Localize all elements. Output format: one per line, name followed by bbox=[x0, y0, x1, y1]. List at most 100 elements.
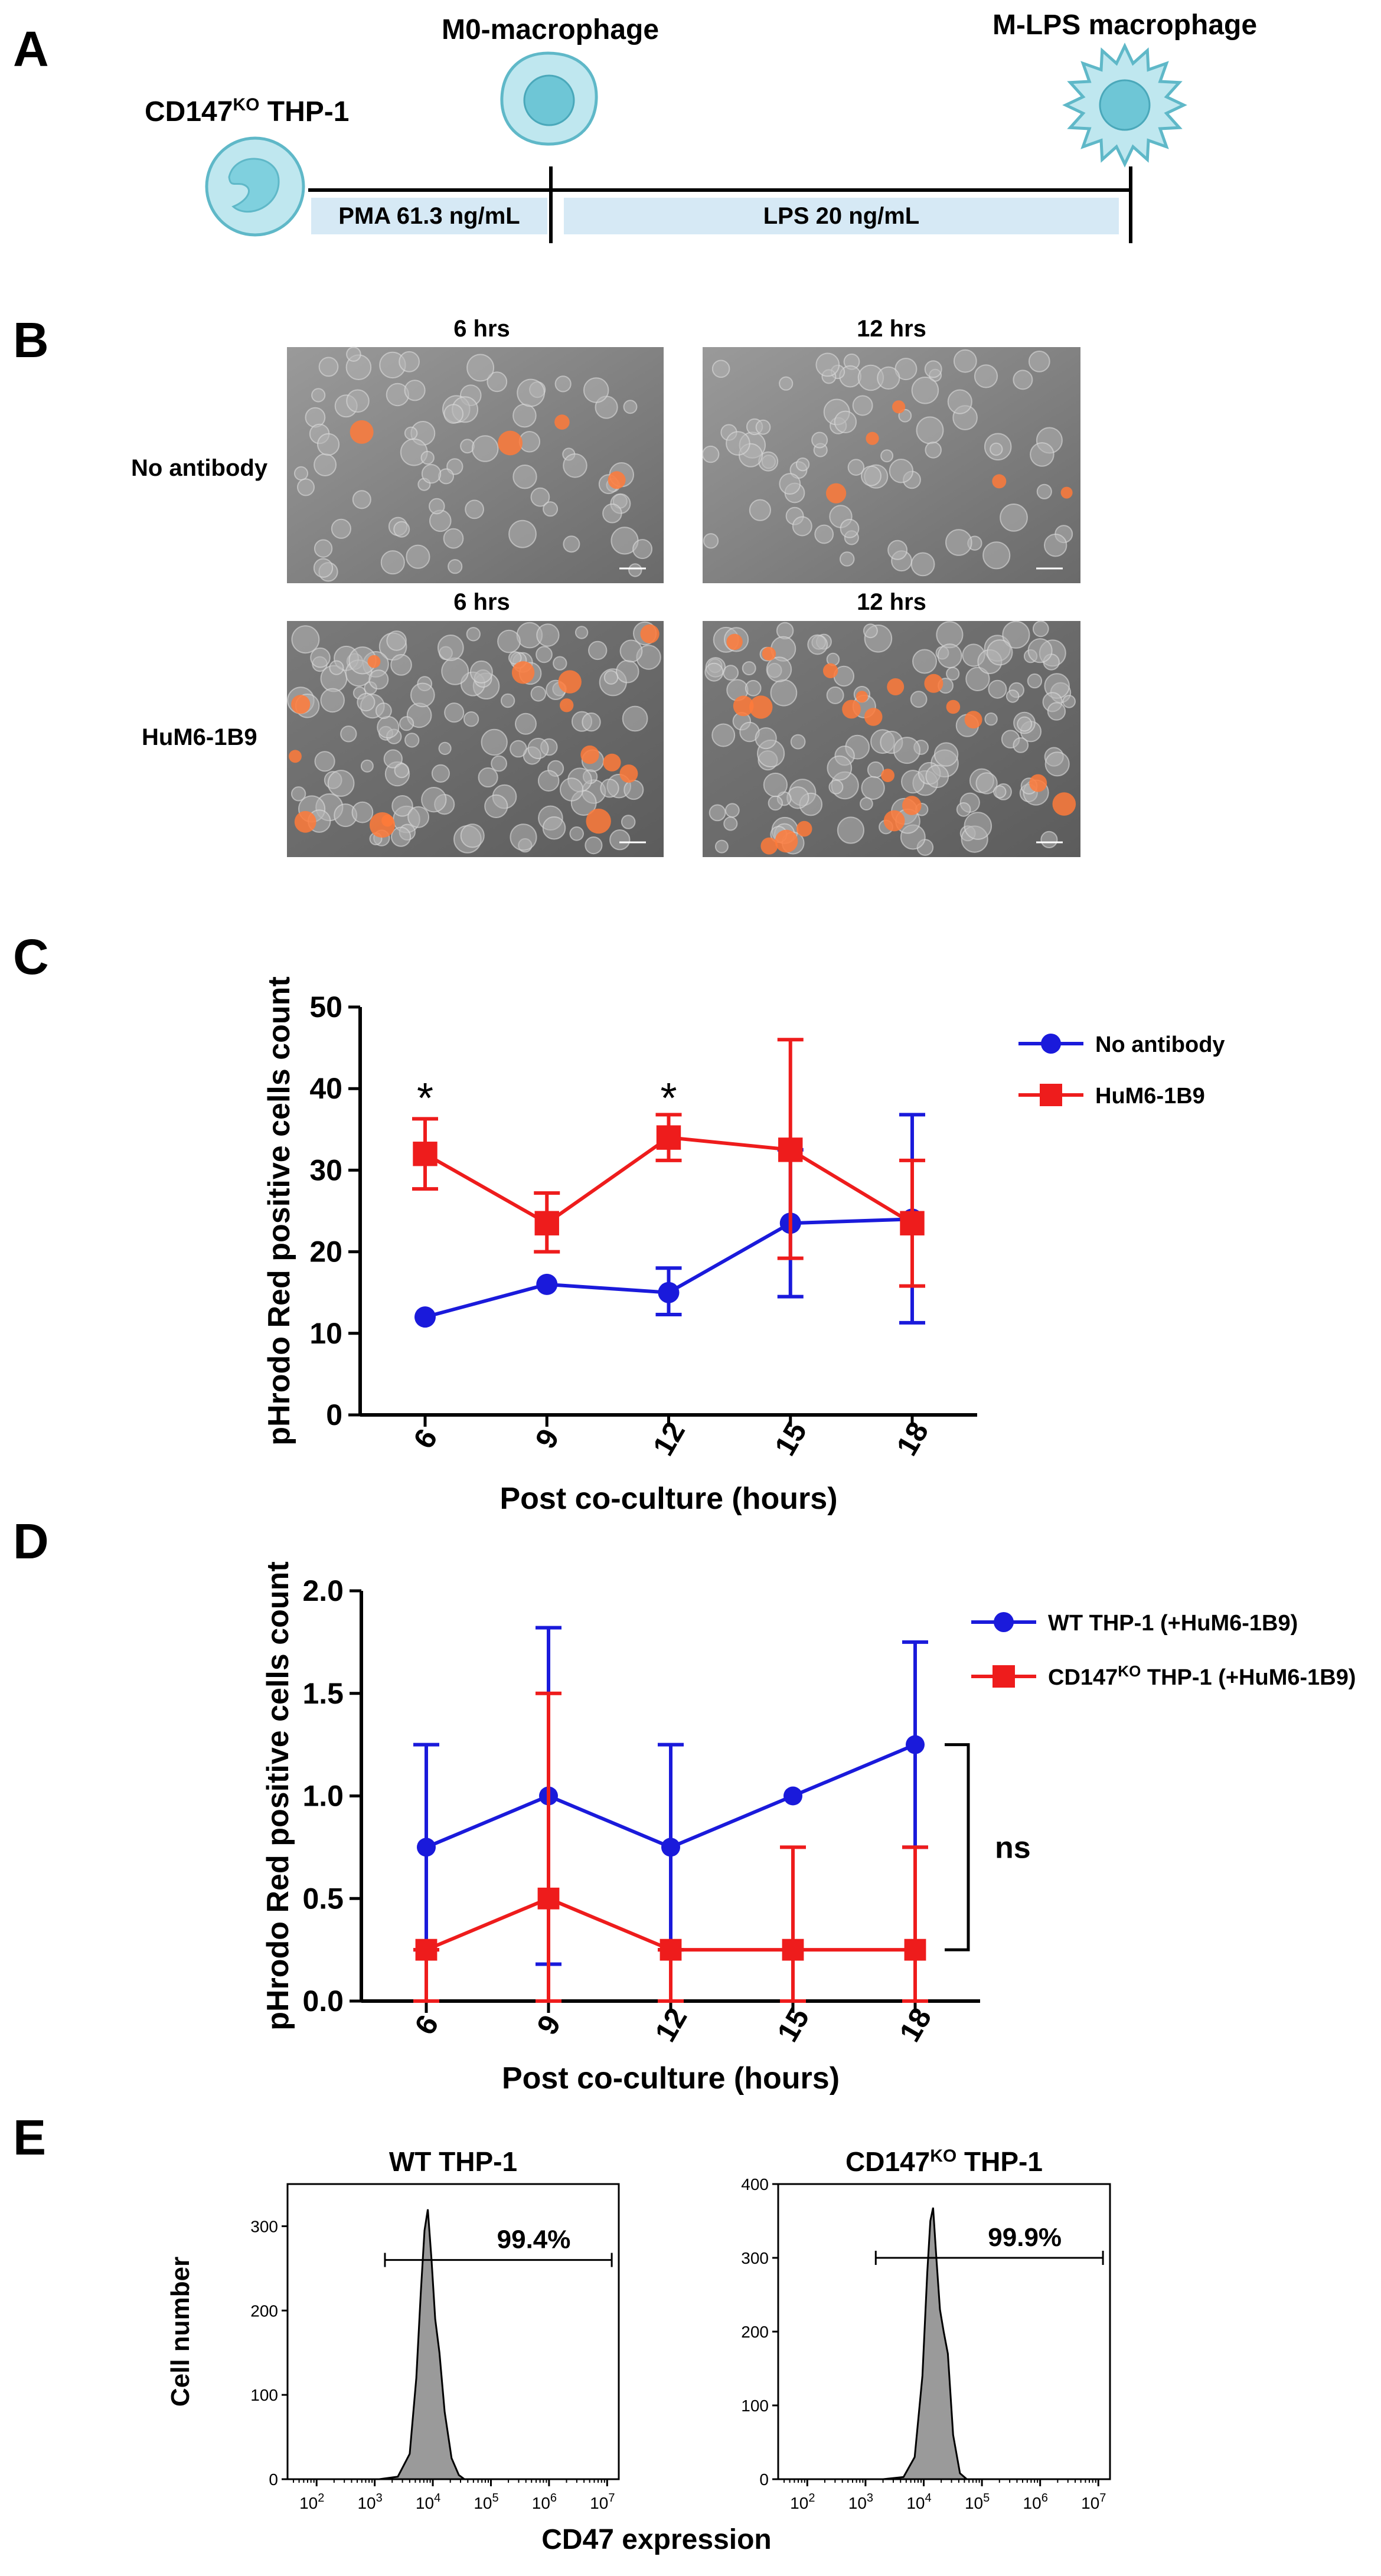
cell bbox=[536, 623, 560, 647]
cell bbox=[293, 466, 309, 481]
cell bbox=[911, 377, 939, 404]
y-tick-label: 100 bbox=[741, 2397, 769, 2415]
y-tick-label: 40 bbox=[309, 1072, 342, 1105]
cell bbox=[380, 550, 405, 575]
cell bbox=[1000, 504, 1028, 532]
data-point bbox=[534, 1211, 559, 1235]
phrodo-signal bbox=[369, 812, 396, 838]
cell bbox=[704, 662, 724, 682]
significance-label: ns bbox=[995, 1830, 1031, 1865]
phrodo-signal bbox=[892, 400, 906, 414]
cell bbox=[893, 737, 920, 764]
y-axis-label: pHrodo Red positive cells count bbox=[262, 976, 296, 1446]
phrodo-signal bbox=[749, 695, 773, 719]
x-tick-label: 102 bbox=[299, 2492, 324, 2512]
x-tick-label: 15 bbox=[768, 1416, 813, 1461]
panel-d: D 0.0 0.5 1.0 1.5 2.0 6 9 12 15 18 Post co-culture… bbox=[13, 1513, 1356, 2096]
cell bbox=[988, 679, 1007, 699]
significance-asterisk: * bbox=[660, 1075, 677, 1122]
x-tick-label: 104 bbox=[416, 2492, 440, 2512]
cell bbox=[438, 468, 454, 485]
cell bbox=[947, 389, 972, 414]
cell bbox=[1013, 737, 1029, 753]
lps-label: LPS 20 ng/mL bbox=[763, 203, 920, 229]
panel-a: A PMA 61.3 ng/mL LPS 20 ng/mL CD147KO TH… bbox=[13, 9, 1257, 243]
cell bbox=[530, 487, 550, 507]
cell bbox=[588, 640, 608, 661]
cell bbox=[828, 779, 844, 795]
y-tick-label: 0.5 bbox=[302, 1882, 344, 1915]
cell bbox=[375, 702, 392, 720]
cell bbox=[508, 651, 522, 665]
cell bbox=[1013, 370, 1033, 390]
row-label-hum6: HuM6-1B9 bbox=[142, 724, 257, 750]
cell bbox=[1040, 831, 1058, 849]
cell bbox=[1002, 620, 1030, 649]
cell bbox=[512, 465, 537, 489]
cell bbox=[602, 503, 622, 524]
phrodo-signal bbox=[775, 829, 798, 853]
cell bbox=[443, 404, 464, 424]
cell bbox=[792, 516, 812, 537]
cell bbox=[790, 734, 806, 750]
cell bbox=[327, 770, 355, 797]
cell bbox=[1062, 695, 1076, 708]
x-tick-label: 105 bbox=[474, 2492, 498, 2512]
cell bbox=[508, 519, 537, 548]
cell bbox=[465, 499, 484, 519]
cell bbox=[766, 656, 792, 682]
cell bbox=[723, 665, 739, 681]
cell bbox=[621, 815, 636, 829]
phrodo-signal bbox=[367, 655, 381, 668]
cell bbox=[603, 670, 619, 685]
data-point bbox=[413, 1142, 438, 1166]
cell bbox=[478, 767, 498, 788]
micrograph-background bbox=[287, 347, 664, 583]
cell bbox=[723, 816, 738, 831]
cell bbox=[297, 478, 315, 496]
phrodo-signal bbox=[826, 483, 847, 504]
cell bbox=[311, 388, 326, 403]
x-tick-label: 6 bbox=[408, 2009, 445, 2040]
cell bbox=[916, 416, 944, 444]
cell bbox=[826, 686, 844, 704]
phrodo-signal bbox=[883, 810, 905, 832]
x-tick-label: 9 bbox=[528, 1423, 565, 1454]
cell bbox=[484, 794, 508, 819]
y-tick-label: 0 bbox=[326, 1398, 342, 1431]
cell bbox=[933, 742, 959, 767]
col-header-6h-bottom: 6 hrs bbox=[453, 589, 510, 615]
y-tick-label: 300 bbox=[250, 2217, 278, 2235]
x-tick-label: 107 bbox=[1081, 2492, 1106, 2512]
cell bbox=[755, 419, 771, 435]
y-tick-label: 100 bbox=[250, 2386, 278, 2404]
x-tick-label: 103 bbox=[357, 2492, 382, 2512]
cell bbox=[500, 693, 515, 708]
cell bbox=[1027, 638, 1053, 663]
y-tick-label: 50 bbox=[309, 990, 342, 1024]
cell bbox=[1030, 442, 1054, 467]
phrodo-signal bbox=[733, 695, 754, 717]
cell bbox=[945, 529, 972, 556]
cell bbox=[407, 806, 430, 828]
x-tick-label: 103 bbox=[848, 2492, 873, 2512]
cell bbox=[964, 812, 993, 840]
cell bbox=[512, 403, 537, 428]
phrodo-signal bbox=[294, 810, 316, 833]
x-tick-label: 9 bbox=[530, 2009, 567, 2040]
cell bbox=[993, 785, 1007, 799]
cell bbox=[953, 349, 977, 373]
cell bbox=[889, 459, 914, 483]
phrodo-signal bbox=[992, 474, 1007, 489]
phrodo-signal bbox=[1052, 792, 1076, 816]
cell bbox=[404, 380, 426, 401]
cell bbox=[563, 535, 580, 553]
cell bbox=[623, 400, 638, 414]
phrodo-signal bbox=[842, 699, 861, 719]
phrodo-signal bbox=[762, 646, 776, 661]
col-header-12h-top: 12 hrs bbox=[857, 316, 926, 342]
cell bbox=[749, 499, 772, 521]
x-axis-label: Post co-culture (hours) bbox=[499, 1482, 837, 1516]
y-tick-label: 30 bbox=[309, 1153, 342, 1186]
